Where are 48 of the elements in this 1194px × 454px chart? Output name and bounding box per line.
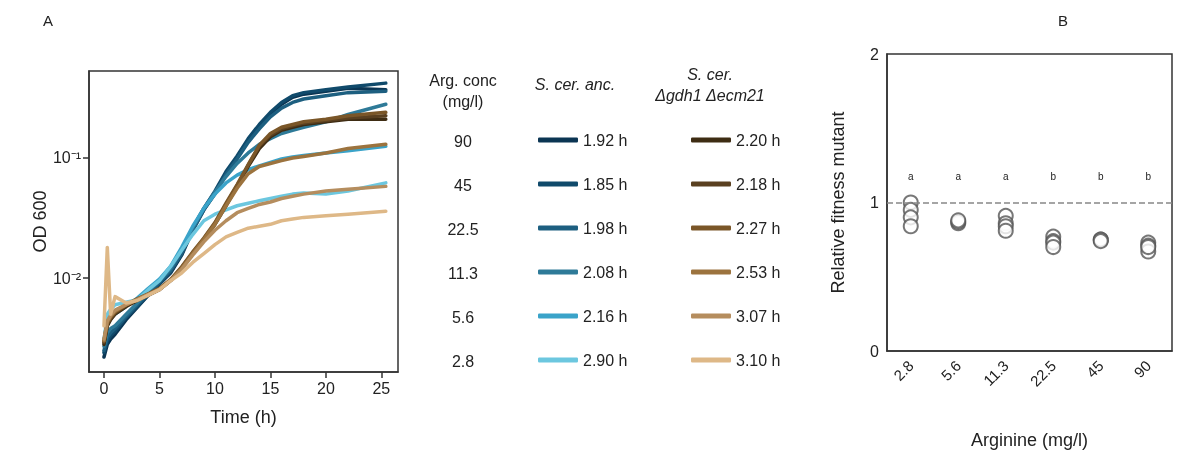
y-axis-title: Relative fitness mutant xyxy=(828,111,848,294)
text: S. cer. Δgdh1 Δecm21 xyxy=(654,66,765,104)
x-tick-label: 20 xyxy=(316,379,335,397)
x-tick-label: 5.6 xyxy=(937,356,965,384)
annotation: b xyxy=(1097,171,1104,183)
text: Arg. conc (mg/l) xyxy=(429,72,497,110)
legend-label: 2.18 h xyxy=(736,175,781,193)
annotation: a xyxy=(955,171,962,183)
chart-title: B xyxy=(1058,12,1069,29)
text: 45 xyxy=(454,177,472,194)
legend-label: 2.90 h xyxy=(583,351,628,369)
y-tick-label: 1 xyxy=(870,194,880,211)
y-axis-title: OD 600 xyxy=(29,190,50,253)
legend-label: 3.10 h xyxy=(736,351,781,369)
y-tick-label: 0 xyxy=(870,342,880,360)
x-tick-label: 45 xyxy=(1082,356,1107,381)
y-tick-label: 10⁻² xyxy=(52,269,82,287)
legend-label: 2.08 h xyxy=(583,263,628,281)
x-tick-label: 11.3 xyxy=(979,356,1012,389)
x-tick-label: 5 xyxy=(155,379,164,397)
legend-label: 2.53 h xyxy=(736,263,781,281)
x-tick-label: 15 xyxy=(261,379,280,397)
x-tick-label: 25 xyxy=(372,379,391,397)
x-tick-label: 0 xyxy=(99,379,109,397)
text: 5.6 xyxy=(451,309,475,326)
legend-label: 2.16 h xyxy=(583,307,628,325)
legend-label: 2.27 h xyxy=(736,219,781,237)
x-axis-title: Time (h) xyxy=(210,407,277,427)
text: S. cer. anc. xyxy=(534,76,616,93)
annotation: a xyxy=(1002,171,1009,183)
x-tick-label: 2.8 xyxy=(890,356,917,384)
legend-label: 1.98 h xyxy=(583,219,628,237)
x-axis-title: Arginine (mg/l) xyxy=(970,430,1089,450)
annotation: b xyxy=(1145,171,1152,183)
text: 90 xyxy=(454,133,472,150)
legend-label: 2.20 h xyxy=(736,131,781,149)
legend-label: 3.07 h xyxy=(736,307,781,325)
chart-title: A xyxy=(43,12,54,29)
legend-label: 1.92 h xyxy=(583,131,628,149)
y-tick-label: 10⁻¹ xyxy=(52,149,81,167)
text: 22.5 xyxy=(447,221,479,238)
x-tick-label: 90 xyxy=(1130,356,1155,381)
legend-label: 1.85 h xyxy=(583,175,628,193)
annotation: a xyxy=(907,171,914,183)
text: 11.3 xyxy=(448,265,479,282)
y-tick-label: 2 xyxy=(870,45,880,63)
x-tick-label: 10 xyxy=(206,379,224,397)
annotation: b xyxy=(1050,171,1057,183)
